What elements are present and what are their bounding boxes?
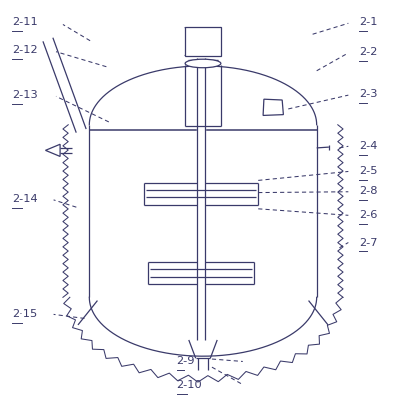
Ellipse shape — [185, 59, 220, 68]
Text: 2-5: 2-5 — [358, 166, 377, 176]
Text: 2-7: 2-7 — [358, 238, 377, 248]
Text: 2-10: 2-10 — [176, 380, 202, 390]
Text: 2-8: 2-8 — [358, 186, 377, 196]
Text: 2-2: 2-2 — [358, 47, 377, 57]
Text: 2-9: 2-9 — [176, 356, 195, 366]
Text: 2·15: 2·15 — [12, 310, 37, 319]
Text: 2-13: 2-13 — [12, 90, 38, 100]
Text: 2-3: 2-3 — [358, 89, 377, 99]
Text: 2-4: 2-4 — [358, 141, 377, 151]
Text: 2-6: 2-6 — [358, 210, 377, 220]
Polygon shape — [262, 99, 283, 115]
Text: 2-1: 2-1 — [358, 17, 377, 27]
Polygon shape — [45, 144, 60, 156]
Text: 2-12: 2-12 — [12, 45, 38, 55]
Text: 2-11: 2-11 — [12, 17, 38, 27]
Text: 2-14: 2-14 — [12, 194, 38, 204]
Polygon shape — [184, 27, 221, 56]
